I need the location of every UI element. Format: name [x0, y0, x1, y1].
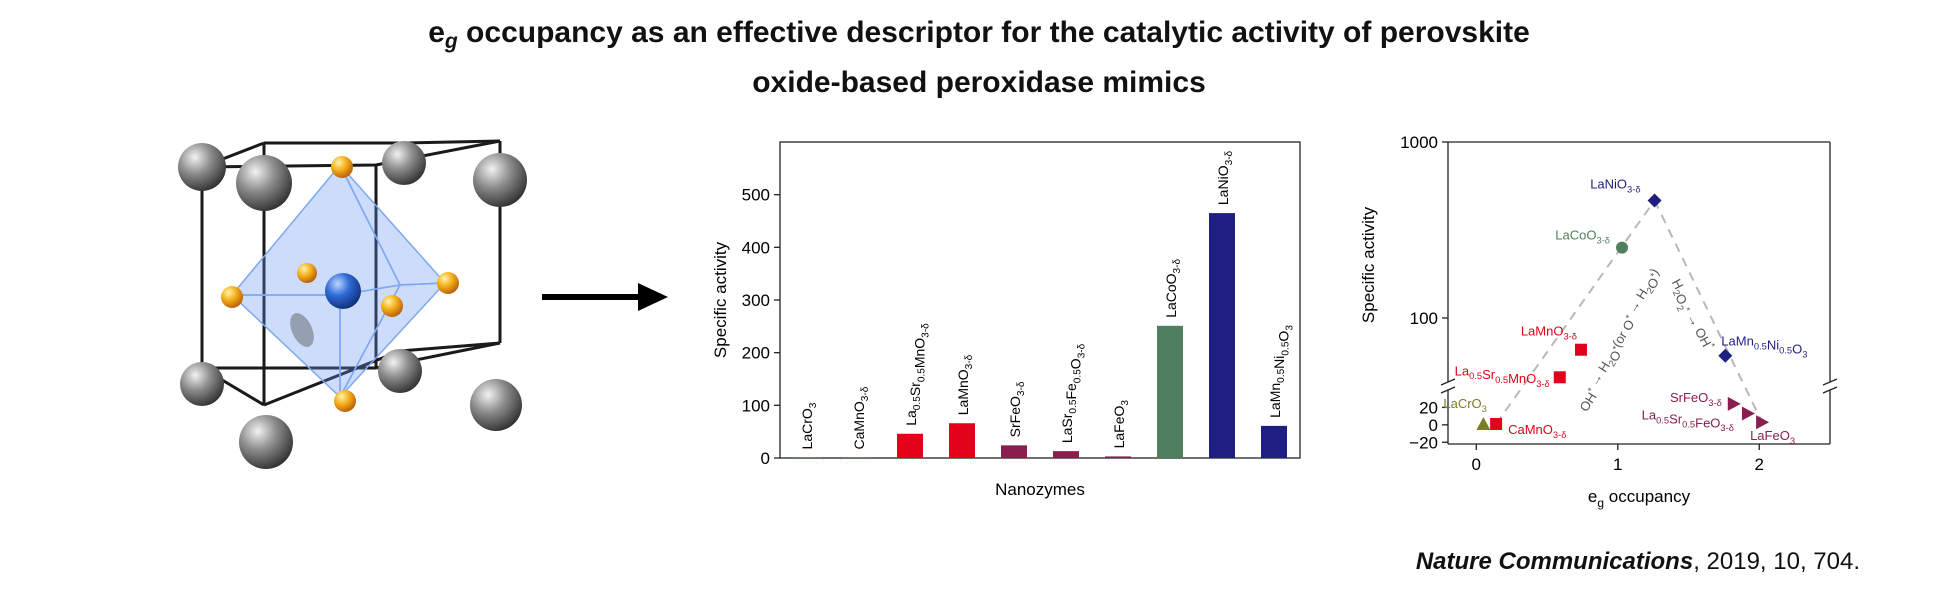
y-tick-label: 200 — [742, 344, 770, 363]
point-label: LaNiO3-δ — [1590, 177, 1640, 195]
data-point — [1553, 371, 1566, 384]
axis-break-mark — [1440, 378, 1456, 386]
oxygen-atom — [381, 295, 403, 317]
a-site-atom — [473, 153, 527, 207]
y-tick-label: 100 — [742, 396, 770, 415]
oxygen-atom — [437, 272, 459, 294]
y-tick-label: 300 — [742, 291, 770, 310]
bar — [1105, 456, 1131, 458]
data-point — [1647, 193, 1662, 208]
perovskite-crystal-illustration — [178, 139, 527, 469]
bar-category-label: CaMnO3-δ — [851, 386, 871, 449]
x-axis-label: Nanozymes — [995, 480, 1085, 499]
title-line-2: oxide-based peroxidase mimics — [752, 66, 1206, 99]
data-point — [1756, 415, 1770, 430]
axis-break-mark — [1440, 386, 1456, 394]
bar-category-label: La0.5Sr0.5MnO3-δ — [903, 323, 932, 426]
title-line-1: eg occupancy as an effective descriptor … — [428, 16, 1530, 53]
oxygen-atom — [221, 286, 243, 308]
y-tick-label: 1000 — [1400, 133, 1438, 152]
volcano-left-trend — [1495, 199, 1656, 425]
a-site-atom — [239, 415, 293, 469]
point-label: La0.5Sr0.5FeO3-δ — [1642, 408, 1734, 434]
point-label: La0.5Sr0.5MnO3-δ — [1455, 363, 1550, 389]
a-site-atom — [236, 155, 292, 211]
bar-category-label: LaFeO3 — [1111, 400, 1131, 449]
data-point — [1574, 343, 1587, 356]
point-label: CaMnO3-δ — [1508, 422, 1566, 440]
oxygen-atom — [297, 263, 317, 283]
oxygen-atom — [331, 156, 353, 178]
point-label: SrFeO3-δ — [1670, 390, 1722, 408]
y-tick-label: 0 — [1429, 416, 1438, 435]
axis-break-mark — [1822, 386, 1838, 394]
b-site-atom — [325, 273, 361, 309]
x-tick-label: 0 — [1472, 455, 1481, 474]
bar-category-label: SrFeO3-δ — [1007, 381, 1027, 437]
data-point — [1616, 241, 1629, 254]
point-label: LaCrO3 — [1443, 396, 1487, 414]
volcano-plot: 0 1 21001000200−20LaCrO3CaMnO3-δLa0.5Sr0.5… — [1359, 133, 1838, 510]
point-label: LaMn0.5Ni0.5O3 — [1721, 334, 1807, 360]
point-label: LaMnO3-δ — [1521, 324, 1577, 342]
y-tick-label: 500 — [742, 186, 770, 205]
point-label: LaFeO3 — [1750, 428, 1795, 446]
bar — [949, 423, 975, 458]
data-point — [1490, 417, 1503, 430]
bar — [1157, 325, 1183, 458]
point-label: LaCoO3-δ — [1555, 228, 1610, 246]
a-site-atom — [382, 141, 426, 185]
annotation-left-reaction: OH* → H2O*(or O* → H2O*) — [1565, 265, 1672, 414]
bar — [1053, 451, 1079, 458]
data-point — [1741, 406, 1755, 421]
bar-category-label: LaMn0.5Ni0.5O3 — [1267, 325, 1296, 418]
figure-title: eg occupancy as an effective descriptor … — [0, 12, 1958, 103]
y-tick-label: 100 — [1410, 309, 1438, 328]
bar — [845, 457, 871, 458]
y-axis-label: Specific activity — [711, 241, 730, 358]
y-axis-label: Specific activity — [1359, 206, 1378, 323]
y-tick-label: 400 — [742, 238, 770, 257]
annotation-right-reaction: H2O2* → OH* — [1663, 276, 1719, 354]
bar-category-label: LaMnO3-δ — [955, 354, 975, 415]
bar-category-label: LaCoO3-δ — [1163, 258, 1183, 317]
a-site-atom — [178, 143, 226, 191]
bar — [897, 433, 923, 458]
bar-category-label: LaCrO3 — [799, 402, 819, 449]
x-tick-label: 2 — [1755, 455, 1764, 474]
bar-chart: 0 100 200 300 400 500 LaCrO3 CaMnO3-δ La0.5Sr0.5… — [711, 141, 1301, 499]
bar — [1001, 445, 1027, 458]
axis-break-mark — [1822, 378, 1838, 386]
bar-category-label: LaSr0.5Fe0.5O3-δ — [1059, 343, 1088, 443]
y-tick-label: 0 — [761, 449, 770, 468]
octahedron-shadow — [290, 313, 314, 347]
bar-category-label: LaNiO3-δ — [1215, 150, 1235, 205]
citation: Nature Communications, 2019, 10, 704. — [1415, 548, 1860, 575]
x-axis-label: eg occupancy — [1588, 487, 1691, 510]
x-tick-label: 1 — [1613, 455, 1622, 474]
y-tick-label: −20 — [1409, 433, 1438, 452]
y-tick-label: 20 — [1419, 398, 1438, 417]
a-site-atom — [378, 349, 422, 393]
a-site-atom — [470, 379, 522, 431]
data-point — [1476, 416, 1491, 430]
data-point — [1727, 396, 1741, 411]
oxygen-atom — [334, 390, 356, 412]
right-arrow — [542, 283, 668, 311]
a-site-atom — [180, 362, 224, 406]
bar — [793, 457, 819, 458]
data-point — [1718, 348, 1733, 363]
bar — [1261, 425, 1287, 458]
bar — [1209, 213, 1235, 458]
